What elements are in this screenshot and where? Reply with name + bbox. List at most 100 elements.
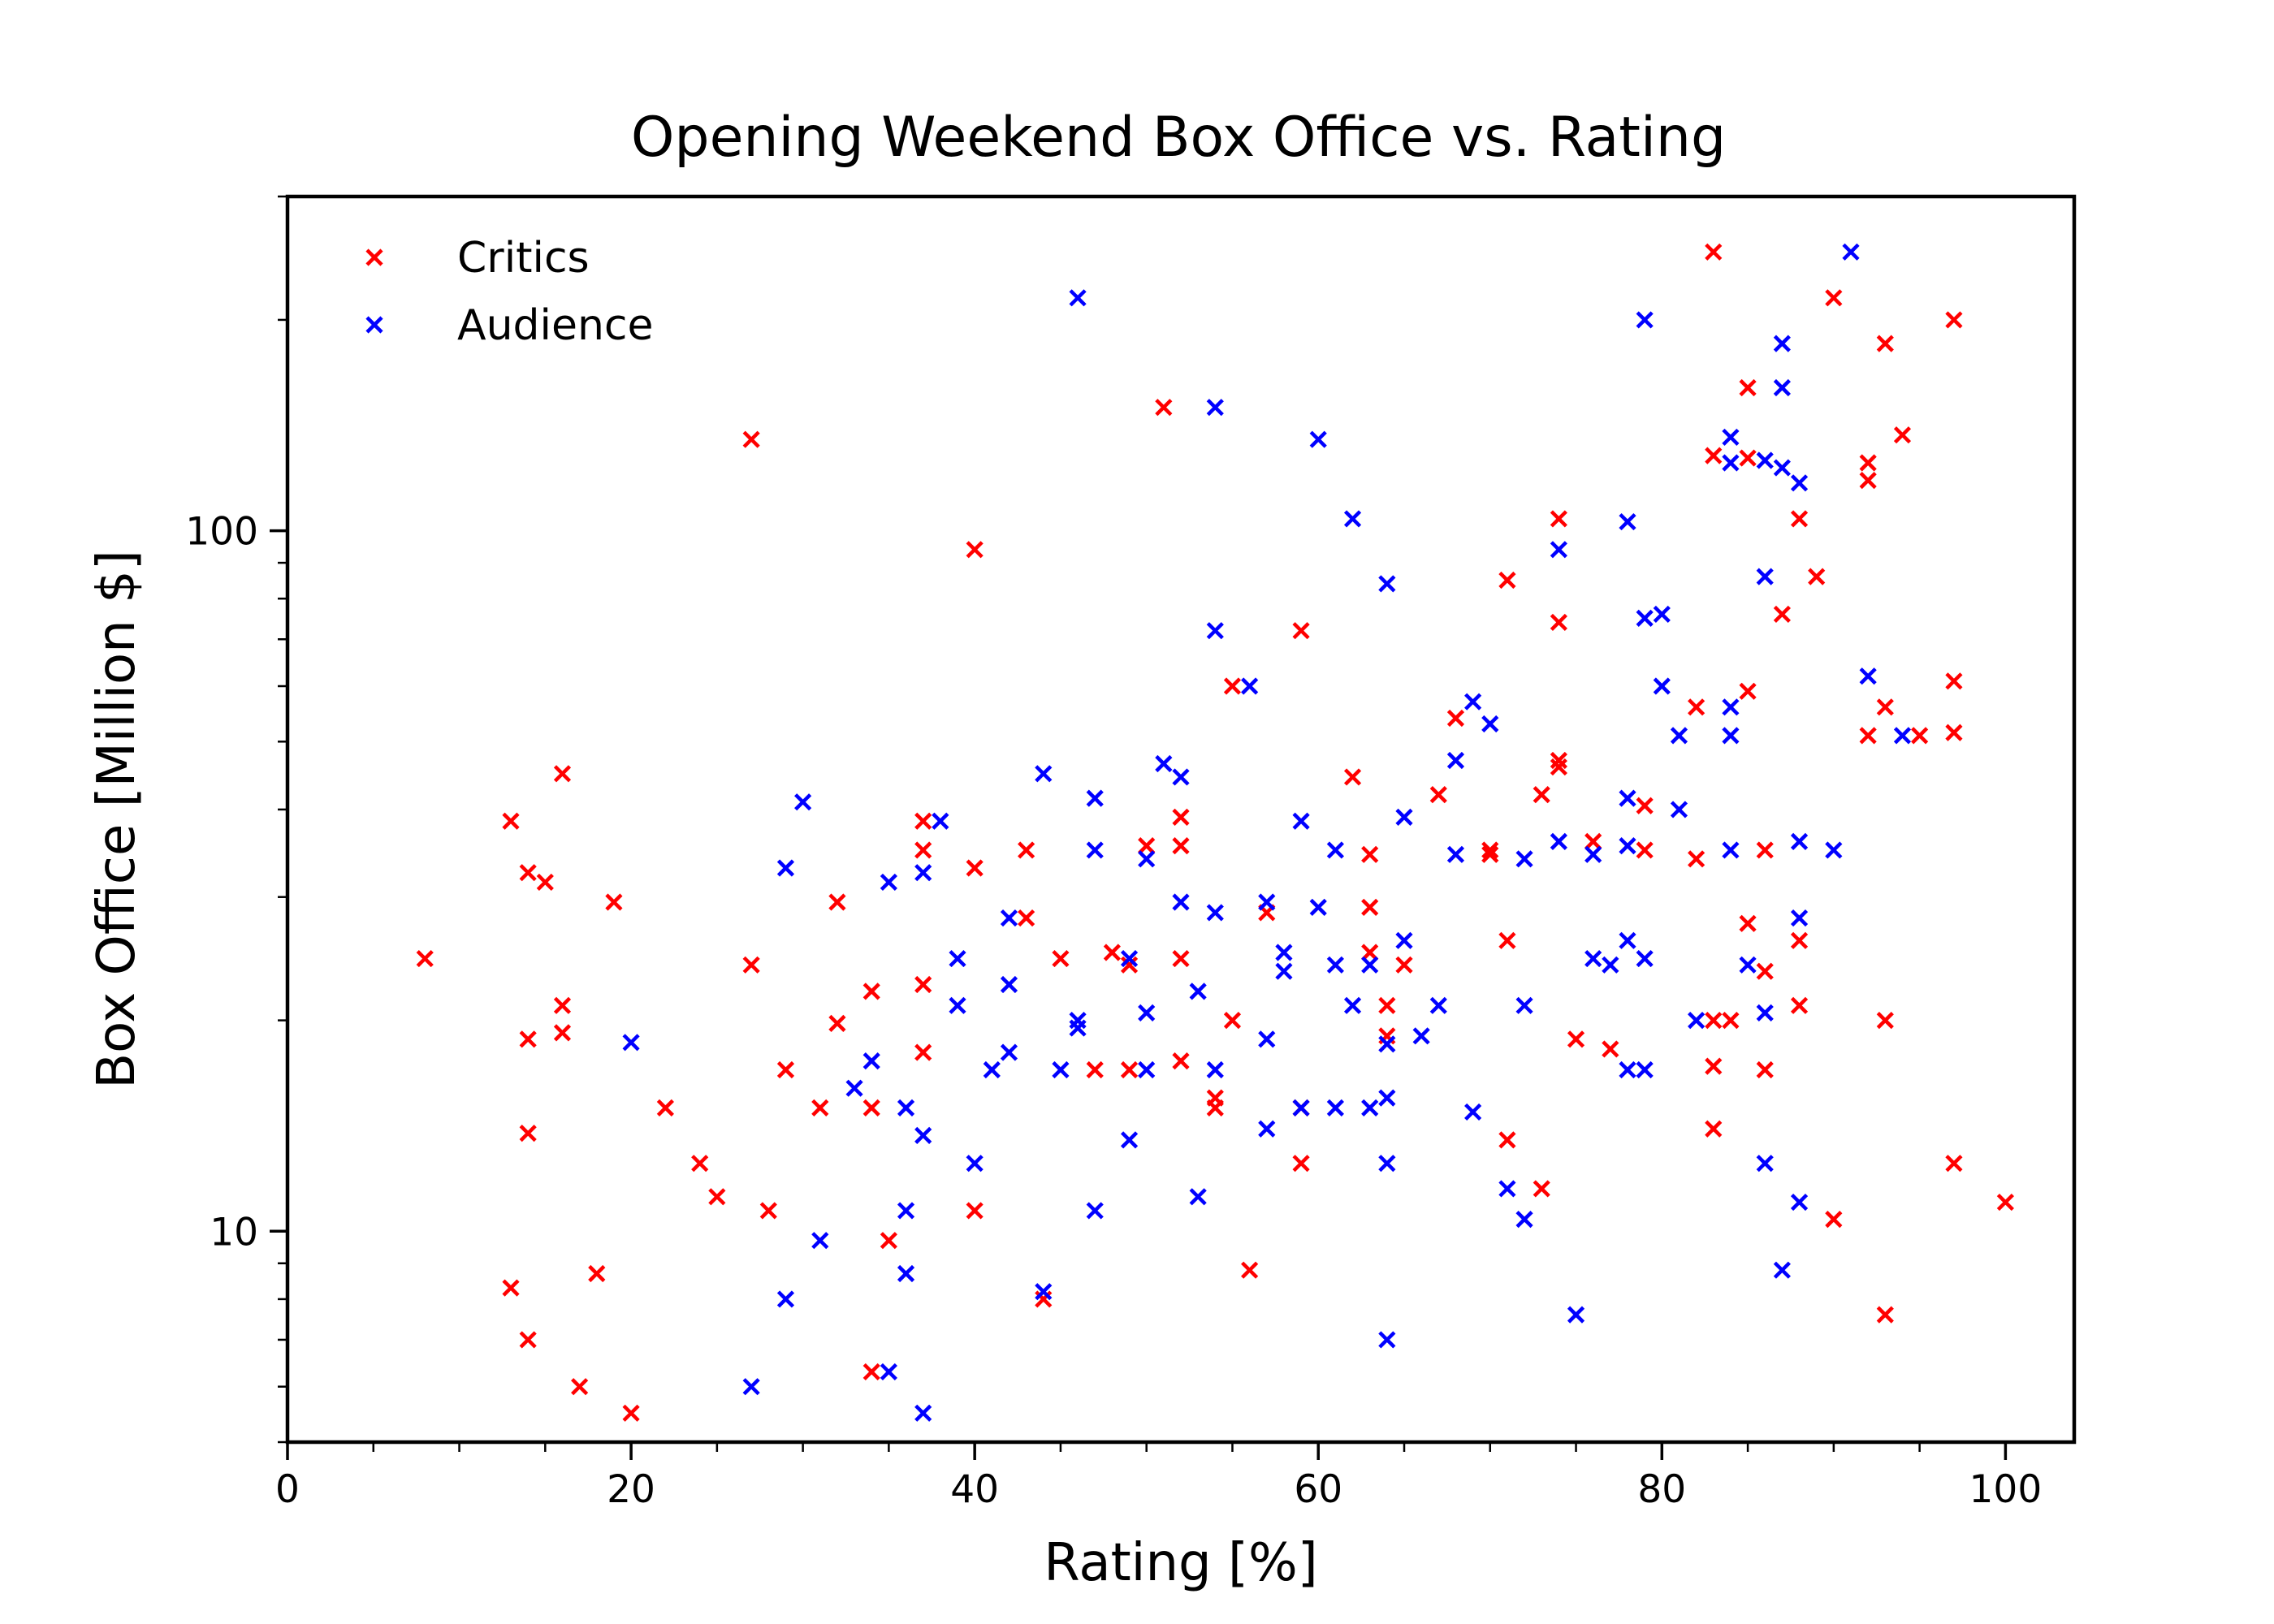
data-point bbox=[1842, 243, 1860, 261]
data-point bbox=[1550, 613, 1567, 632]
data-point bbox=[1636, 1060, 1654, 1079]
data-point bbox=[1378, 1089, 1396, 1107]
data-point bbox=[932, 812, 949, 830]
data-point bbox=[862, 1052, 880, 1070]
data-point bbox=[1619, 512, 1636, 531]
data-point bbox=[1567, 1030, 1585, 1048]
data-point bbox=[1206, 399, 1224, 417]
data-point bbox=[1018, 841, 1035, 859]
data-point bbox=[1052, 1060, 1070, 1079]
data-point bbox=[1018, 909, 1035, 927]
data-point bbox=[1189, 983, 1207, 1000]
data-point bbox=[1825, 841, 1843, 859]
data-point bbox=[1550, 541, 1567, 559]
axis-ticks: 0 20 40 60 80 100 10 100 bbox=[185, 195, 2043, 1512]
data-point bbox=[1086, 1202, 1104, 1220]
data-point bbox=[1722, 698, 1740, 716]
data-point bbox=[1498, 1131, 1516, 1149]
data-point bbox=[1361, 845, 1379, 863]
data-point bbox=[1138, 1004, 1156, 1021]
data-point bbox=[1756, 451, 1774, 469]
legend-marker bbox=[365, 248, 383, 266]
data-point bbox=[1464, 693, 1482, 710]
data-point bbox=[1000, 1043, 1018, 1061]
data-point bbox=[966, 1155, 984, 1173]
data-point bbox=[1361, 956, 1379, 974]
data-point bbox=[553, 996, 572, 1014]
data-point bbox=[1790, 832, 1809, 850]
data-point bbox=[416, 949, 434, 968]
data-point bbox=[1292, 1099, 1310, 1116]
data-point bbox=[1705, 1057, 1723, 1075]
data-point bbox=[1636, 797, 1654, 814]
data-point bbox=[1223, 1012, 1242, 1030]
legend-marker bbox=[365, 316, 383, 334]
data-point bbox=[1241, 1261, 1259, 1279]
data-point bbox=[1688, 850, 1706, 868]
x-tick-label: 100 bbox=[1969, 1467, 2043, 1512]
data-point bbox=[1481, 841, 1499, 859]
data-point bbox=[1069, 1019, 1087, 1037]
data-point bbox=[897, 1099, 915, 1116]
data-point bbox=[1120, 949, 1139, 968]
data-point bbox=[845, 1079, 863, 1097]
data-point bbox=[1206, 1099, 1224, 1116]
data-point bbox=[1584, 949, 1602, 968]
data-point bbox=[1550, 832, 1567, 850]
data-point bbox=[1773, 605, 1791, 624]
y-axis-label: Box Office [Million $] bbox=[87, 550, 147, 1089]
x-tick-label: 80 bbox=[1637, 1467, 1686, 1512]
data-point bbox=[1275, 944, 1293, 961]
data-point bbox=[588, 1264, 606, 1283]
data-point bbox=[914, 841, 932, 859]
y-tick-label: 10 bbox=[210, 1210, 258, 1255]
data-point bbox=[1790, 510, 1809, 528]
data-point bbox=[966, 859, 984, 877]
data-point bbox=[1326, 956, 1344, 974]
data-point bbox=[742, 430, 760, 448]
data-point bbox=[1292, 812, 1310, 830]
data-point bbox=[1705, 1012, 1723, 1030]
data-point bbox=[1361, 944, 1379, 961]
data-point bbox=[914, 975, 932, 994]
data-point bbox=[742, 1378, 760, 1396]
data-point bbox=[1120, 1131, 1139, 1149]
data-point bbox=[1172, 949, 1190, 968]
data-point bbox=[1584, 845, 1602, 863]
data-point bbox=[1206, 904, 1224, 922]
data-point bbox=[914, 1043, 932, 1061]
data-point bbox=[794, 793, 812, 811]
data-point bbox=[1429, 786, 1447, 804]
data-point bbox=[1893, 426, 1912, 444]
data-point bbox=[862, 1099, 880, 1116]
data-point bbox=[622, 1404, 640, 1422]
data-point bbox=[1636, 311, 1654, 329]
data-point bbox=[1361, 898, 1379, 916]
data-point bbox=[519, 1125, 537, 1142]
data-point bbox=[1172, 808, 1190, 826]
data-point bbox=[1498, 1180, 1516, 1198]
data-point bbox=[1876, 698, 1894, 716]
data-point bbox=[1739, 378, 1757, 397]
data-point bbox=[1429, 996, 1447, 1014]
data-point bbox=[1206, 622, 1224, 640]
data-point bbox=[1172, 837, 1190, 855]
legend: Critics Audience bbox=[365, 234, 654, 350]
data-point bbox=[1258, 1030, 1276, 1048]
data-point bbox=[1035, 765, 1053, 783]
data-point bbox=[1343, 510, 1362, 528]
data-point bbox=[1705, 1120, 1723, 1138]
data-point bbox=[1120, 1060, 1139, 1079]
data-point bbox=[1481, 715, 1499, 733]
data-point bbox=[1859, 727, 1877, 745]
data-points bbox=[416, 243, 2014, 1422]
x-tick-label: 20 bbox=[607, 1467, 655, 1512]
data-point bbox=[1739, 449, 1757, 467]
data-point bbox=[571, 1378, 589, 1396]
data-point bbox=[1688, 698, 1706, 716]
data-point bbox=[1756, 962, 1774, 980]
data-point bbox=[1533, 1180, 1550, 1198]
plot-frame bbox=[285, 194, 2077, 1445]
data-point bbox=[1876, 1012, 1894, 1030]
y-tick-label: 100 bbox=[185, 510, 258, 555]
